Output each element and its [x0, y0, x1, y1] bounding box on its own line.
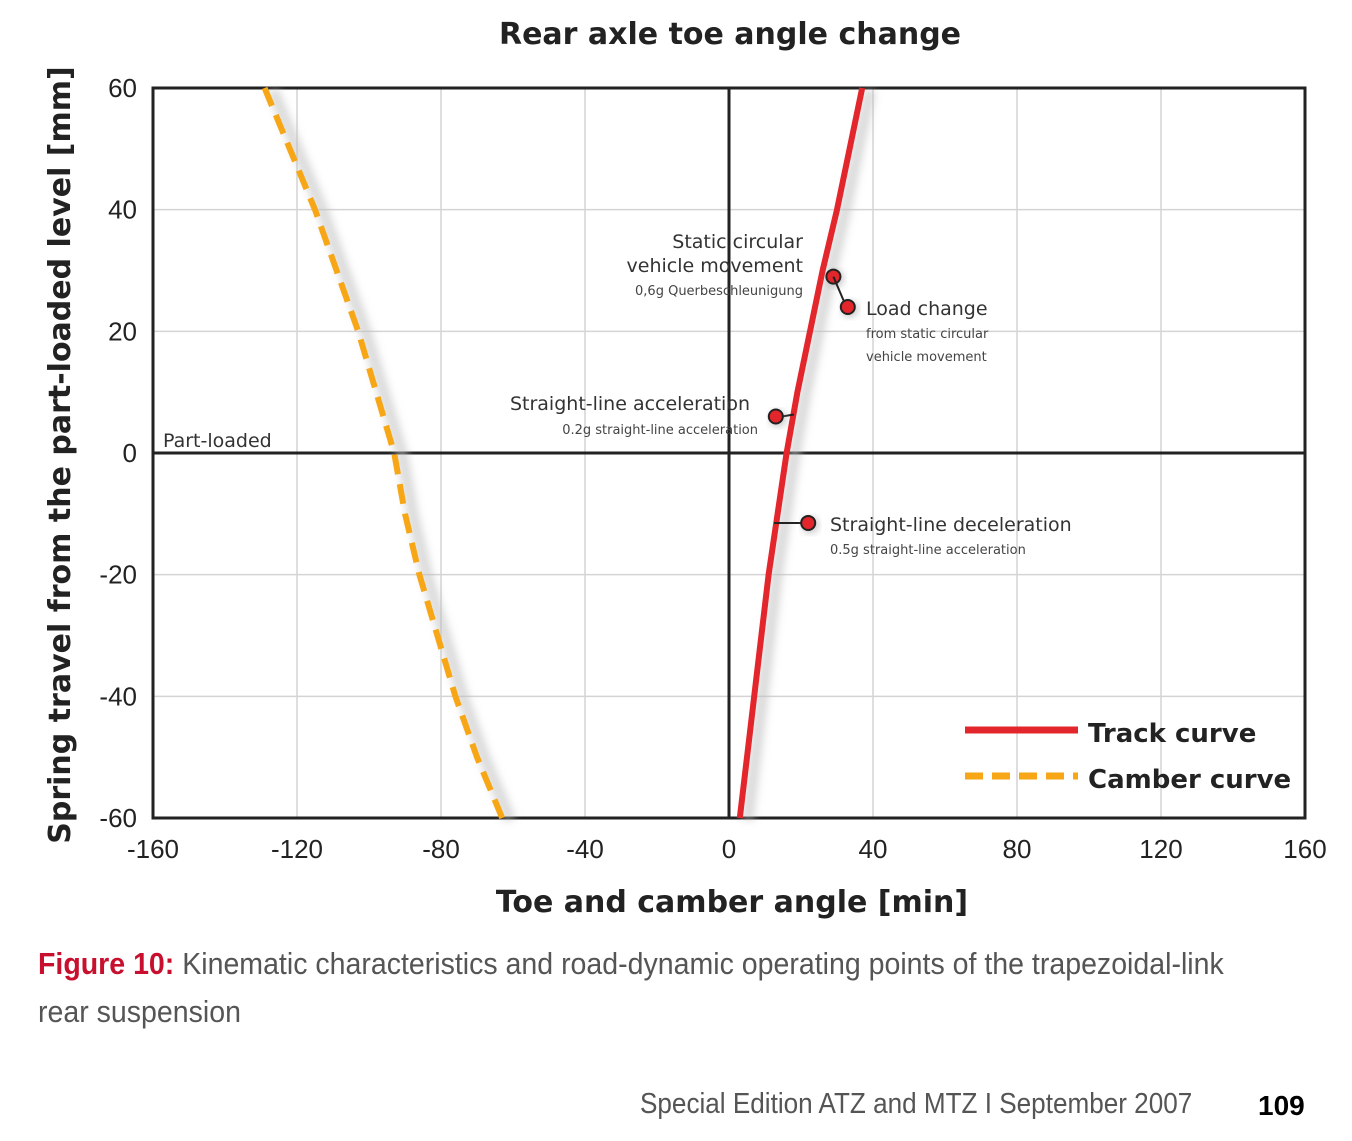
series-shadow — [267, 87, 516, 823]
x-tick-label: 120 — [1139, 834, 1182, 864]
plot-border — [151, 86, 1307, 820]
y-tick-label: 40 — [108, 195, 137, 225]
label-static-circular-2: vehicle movement — [627, 255, 803, 277]
y-tick-label: 60 — [108, 73, 137, 103]
operating-point-load-change — [839, 299, 856, 315]
y-tick-label: -40 — [99, 681, 137, 711]
sublabel-load-change: from static circular — [866, 327, 989, 342]
sublabel-load-change: vehicle movement — [866, 350, 987, 365]
track-curve-line — [736, 87, 866, 819]
label-deceleration: Straight-line deceleration — [830, 514, 1072, 536]
x-tick-labels: -160 -120 -80 -40 0 40 80 120 160 — [127, 834, 1327, 864]
footer-text: Special Edition ATZ and MTZ I September … — [640, 1088, 1193, 1120]
x-tick-label: -80 — [422, 834, 460, 864]
figure-label: Figure 10: — [38, 946, 175, 981]
series-layer — [261, 86, 877, 823]
figure-caption-text: Kinematic characteristics and road-dynam… — [38, 946, 1224, 1029]
operating-point-acceleration — [767, 408, 784, 425]
x-tick-label: 80 — [1003, 834, 1032, 864]
load-change-arrow — [832, 276, 845, 302]
zero-axes — [153, 88, 1305, 818]
x-tick-label: -160 — [127, 834, 179, 864]
sublabel-deceleration: 0.5g straight-line acceleration — [830, 543, 1026, 558]
x-tick-label: -40 — [566, 834, 604, 864]
label-static-circular-1: Static circular — [672, 231, 803, 253]
chart: Rear axle toe angle change -160 -120 -80 -4… — [43, 17, 1327, 920]
legend-label-camber: Camber curve — [1088, 765, 1291, 795]
label-load-change: Load change — [866, 298, 988, 320]
series-shadow — [741, 88, 877, 821]
operating-point-deceleration — [800, 514, 817, 531]
camber-curve-line — [261, 86, 505, 820]
y-tick-label: -20 — [99, 560, 137, 590]
x-tick-label: 0 — [722, 834, 736, 864]
x-tick-label: 40 — [859, 834, 888, 864]
label-acceleration: Straight-line acceleration — [510, 393, 750, 415]
y-axis-title: Spring travel from the part-loaded level… — [43, 66, 78, 843]
chart-title: Rear axle toe angle change — [499, 17, 961, 52]
y-tick-label: 0 — [123, 438, 137, 468]
y-tick-labels: -60 -40 -20 0 20 40 60 — [99, 73, 137, 833]
x-axis-title: Toe and camber angle [min] — [496, 885, 968, 920]
sublabel-static-circular: 0,6g Querbeschleunigung — [635, 284, 803, 299]
page-number: 109 — [1258, 1090, 1305, 1121]
part-loaded-label: Part-loaded — [163, 430, 272, 452]
y-tick-label: -60 — [99, 803, 137, 833]
sublabel-acceleration: 0.2g straight-line acceleration — [562, 423, 758, 438]
x-tick-label: -120 — [271, 834, 323, 864]
y-tick-label: 20 — [108, 316, 137, 346]
legend-label-track: Track curve — [1088, 719, 1256, 749]
figure-caption: Figure 10: Kinematic characteristics and… — [38, 940, 1234, 1036]
legend: Track curve Camber curve — [965, 719, 1291, 795]
x-tick-label: 160 — [1283, 834, 1326, 864]
